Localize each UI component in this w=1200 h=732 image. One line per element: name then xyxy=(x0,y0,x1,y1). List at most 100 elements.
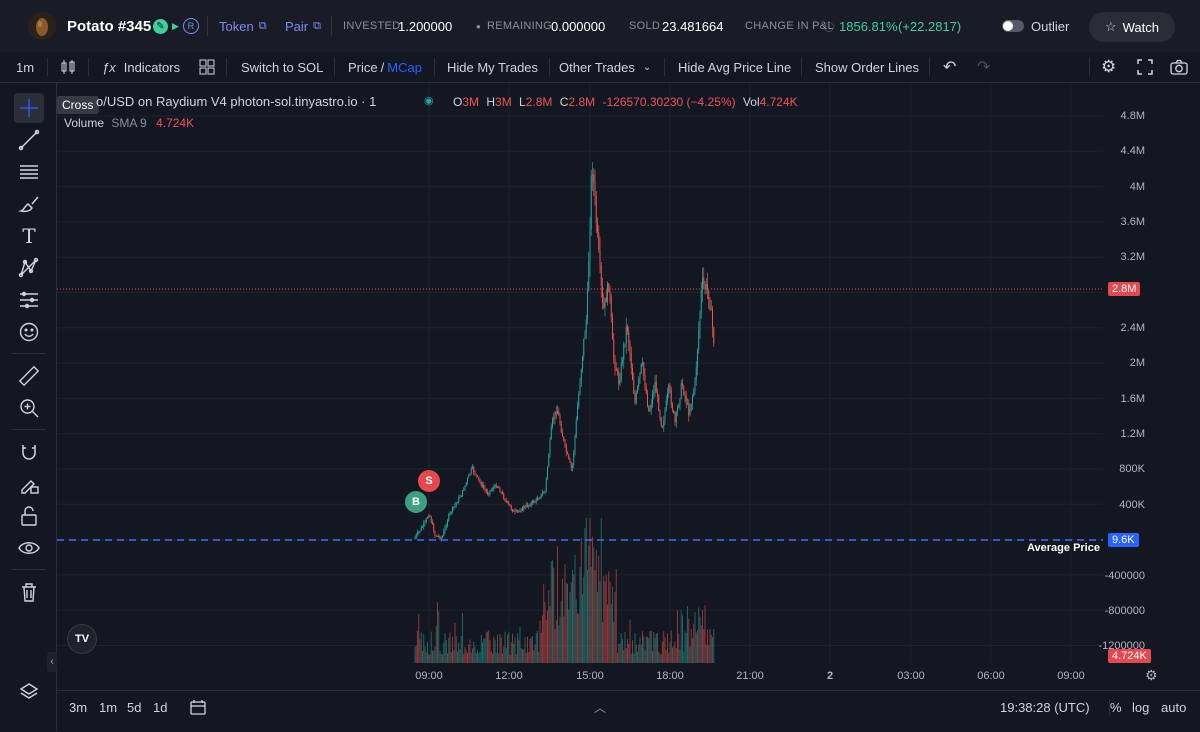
indicators-button[interactable]: ƒx Indicators xyxy=(102,52,180,82)
zoom-in-icon[interactable] xyxy=(14,393,44,423)
high-label: H xyxy=(486,95,496,109)
undo-icon[interactable]: ↶ xyxy=(943,59,957,76)
candle-body xyxy=(474,472,476,475)
volume-bar xyxy=(577,613,578,663)
volume-bar xyxy=(703,629,705,663)
indicators-label: Indicators xyxy=(123,59,181,75)
info-icon[interactable]: ⓘ xyxy=(824,22,834,34)
price-tick: 4M xyxy=(1129,181,1145,193)
candle-body xyxy=(485,489,487,492)
copy-icon[interactable]: ⧉ xyxy=(313,19,321,32)
volume-bar xyxy=(444,632,446,663)
candle-body xyxy=(565,445,567,453)
buy-marker[interactable]: B xyxy=(405,491,427,513)
pair-link[interactable]: Pair ⧉ xyxy=(285,0,321,52)
volume-bar xyxy=(499,634,501,663)
volume-bar xyxy=(673,646,675,663)
date-range-icon[interactable] xyxy=(189,691,207,723)
price-label[interactable]: Price xyxy=(348,59,378,75)
volume-bar xyxy=(559,616,561,663)
candle-body xyxy=(698,329,700,350)
volume-bar xyxy=(619,643,621,663)
range-3m[interactable]: 3m xyxy=(69,699,88,715)
fullscreen-icon[interactable] xyxy=(1137,52,1153,82)
brush-icon[interactable] xyxy=(14,189,44,219)
volume-bar xyxy=(607,604,608,663)
horizontal-lines-icon[interactable] xyxy=(14,157,44,187)
volume-bar xyxy=(654,637,656,663)
collapse-toolbar-icon[interactable]: ‹ xyxy=(47,652,57,672)
volume-bar xyxy=(599,581,601,663)
volume-bar xyxy=(427,641,428,663)
layers-icon[interactable] xyxy=(14,677,44,707)
eye-icon[interactable] xyxy=(14,533,44,563)
text-tool-icon[interactable]: T xyxy=(22,224,36,248)
candle-body xyxy=(500,492,502,494)
settings-gear-icon[interactable]: ⚙ xyxy=(1101,57,1117,76)
prediction-tools-icon[interactable] xyxy=(14,285,44,315)
crosshair-icon[interactable] xyxy=(14,93,44,123)
log-toggle[interactable]: log xyxy=(1132,699,1150,715)
volume-bar xyxy=(660,653,662,663)
percent-toggle[interactable]: % xyxy=(1110,699,1122,715)
range-1m[interactable]: 1m xyxy=(99,699,118,715)
token-link[interactable]: Token ⧉ xyxy=(219,0,267,52)
candle-body xyxy=(580,369,582,384)
switch-sol-button[interactable]: Switch to SOL xyxy=(241,59,324,75)
volume-bar xyxy=(515,654,517,663)
candle-body xyxy=(430,516,432,523)
mcap-label[interactable]: MCap xyxy=(387,59,422,75)
interval-button[interactable]: 1m xyxy=(16,59,35,75)
watch-button[interactable]: ☆ Watch xyxy=(1089,12,1175,42)
price-axis[interactable]: 4.8M 4.4M 4M 3.6M 3.2M 2.4M 2M 1.6M 1.2M… xyxy=(1099,83,1200,663)
candle-body xyxy=(482,484,483,486)
other-trades-dropdown[interactable]: Other Trades ⌄ xyxy=(559,52,651,82)
chevron-up-icon[interactable]: ︿ xyxy=(594,700,607,715)
candle-body xyxy=(524,505,526,509)
outlier-toggle[interactable] xyxy=(1002,0,1024,52)
magnet-icon[interactable] xyxy=(14,437,44,467)
price-chart[interactable] xyxy=(57,83,1103,663)
volume-bar xyxy=(630,653,632,663)
emoji-icon[interactable] xyxy=(14,317,44,347)
lock-drawing-icon[interactable] xyxy=(14,469,44,499)
layouts-icon[interactable] xyxy=(199,52,215,82)
copy-icon[interactable]: ⧉ xyxy=(258,19,267,32)
price-tick: 4.8M xyxy=(1120,110,1145,122)
volume-bar xyxy=(528,652,530,663)
candle-type-icon[interactable] xyxy=(60,52,76,82)
price-tick: 4.4M xyxy=(1120,145,1145,157)
range-1d[interactable]: 1d xyxy=(153,699,168,715)
volume-bar xyxy=(605,574,607,663)
volume-bar xyxy=(707,629,708,663)
show-order-lines-button[interactable]: Show Order Lines xyxy=(815,59,920,75)
trash-icon[interactable] xyxy=(14,577,44,607)
volume-bar xyxy=(508,632,510,663)
volume-bar xyxy=(682,615,683,663)
volume-bar xyxy=(522,649,523,663)
edit-icon[interactable]: ✎ xyxy=(153,18,168,34)
volume-bar xyxy=(450,652,452,663)
candle-body xyxy=(465,482,467,486)
volume-bar xyxy=(632,640,633,663)
redo-icon[interactable]: ↷ xyxy=(977,59,991,76)
ruler-icon[interactable] xyxy=(14,361,44,391)
axis-settings-icon[interactable]: ⚙ xyxy=(1145,667,1158,683)
camera-icon[interactable] xyxy=(1170,52,1188,82)
sell-marker[interactable]: S xyxy=(418,470,440,492)
unlock-icon[interactable] xyxy=(14,501,44,531)
volume-bar xyxy=(578,613,580,663)
volume-bar xyxy=(708,645,710,663)
trend-line-icon[interactable] xyxy=(14,125,44,155)
price-mcap-toggle[interactable]: Price / MCap xyxy=(348,52,422,82)
utc-clock[interactable]: 19:38:28 (UTC) xyxy=(1000,699,1090,715)
auto-toggle[interactable]: auto xyxy=(1161,699,1187,715)
range-5d[interactable]: 5d xyxy=(127,699,142,715)
toggle-switch[interactable] xyxy=(1002,20,1024,32)
hide-my-trades-button[interactable]: Hide My Trades xyxy=(447,59,539,75)
volume-bar xyxy=(477,650,478,663)
hide-avg-price-button[interactable]: Hide Avg Price Line xyxy=(678,59,792,75)
pattern-icon[interactable] xyxy=(14,253,44,283)
candle-body xyxy=(644,375,646,388)
candle-body xyxy=(612,317,613,340)
